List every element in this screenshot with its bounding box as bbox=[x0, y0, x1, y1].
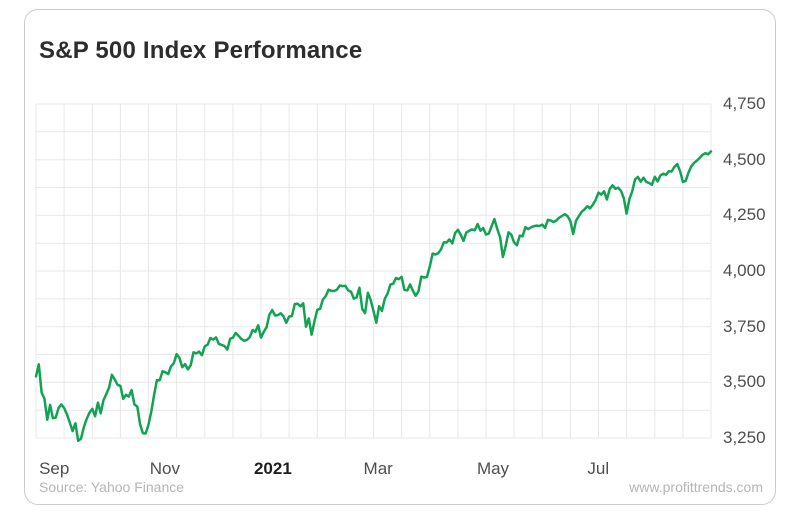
y-axis-label: 4,750 bbox=[723, 94, 766, 113]
price-line bbox=[34, 150, 713, 443]
y-axis-label: 4,500 bbox=[723, 149, 766, 169]
y-axis: 4,750 4,500 4,250 4,000 3,750 3,500 3,250 bbox=[723, 94, 777, 447]
page-title: S&P 500 Index Performance bbox=[39, 37, 363, 64]
x-axis-label: Nov bbox=[149, 459, 181, 478]
y-axis-label: 3,750 bbox=[723, 316, 766, 336]
y-axis-label: 3,500 bbox=[723, 372, 766, 392]
website-credit: www.profittrends.com bbox=[629, 479, 763, 495]
grid-lines bbox=[35, 103, 712, 439]
x-axis-label: Sep bbox=[39, 459, 70, 478]
x-axis-label: Mar bbox=[363, 459, 393, 478]
x-axis: Sep Nov 2021 Mar May Jul bbox=[36, 459, 711, 481]
y-axis-label: 3,250 bbox=[723, 428, 766, 447]
x-axis-label: Jul bbox=[587, 459, 610, 478]
line-chart bbox=[34, 103, 713, 443]
x-axis-label: May bbox=[476, 459, 510, 478]
y-axis-label: 4,000 bbox=[723, 261, 766, 280]
chart-card: S&P 500 Index Performance 4,750 4,500 4,25… bbox=[24, 9, 776, 505]
y-axis-label: 4,250 bbox=[723, 205, 766, 225]
x-axis-label: 2021 bbox=[253, 459, 292, 478]
source-credit: Source: Yahoo Finance bbox=[39, 479, 185, 495]
